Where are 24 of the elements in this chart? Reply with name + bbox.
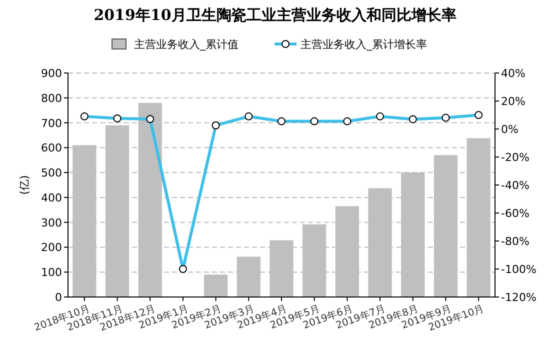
y2-tick-label: 40% [501,67,526,80]
y-tick-label: 200 [41,241,62,254]
y2-tick-label: 20% [501,95,526,108]
bar [204,274,228,297]
legend-label: 主营业务收入_累计增长率 [300,38,427,51]
y2-tick-label: -20% [501,151,530,164]
y-tick-label: 600 [41,142,62,155]
legend-label: 主营业务收入_累计值 [134,38,238,51]
y2-tick-label: -40% [501,179,530,192]
y-tick-label: 500 [41,166,62,180]
y-tick-label: 100 [41,266,62,280]
y-tick-label: 700 [41,116,62,130]
y-tick-label: 400 [41,191,62,204]
y-tick-label: 900 [41,67,62,80]
y-tick-label: 0 [55,291,62,304]
y2-tick-label: -100% [501,263,536,276]
y2-tick-label: 0% [501,123,518,136]
y-axis-title: (亿) [18,175,31,195]
y-tick-label: 300 [41,216,62,230]
y2-tick-label: -60% [501,207,530,220]
chart-title: 2019年10月卫生陶瓷工业主营业务收入和同比增长率 [94,6,456,24]
y2-tick-label: -80% [501,235,530,248]
y-tick-label: 800 [41,92,62,105]
y2-tick-label: -120% [501,291,536,304]
